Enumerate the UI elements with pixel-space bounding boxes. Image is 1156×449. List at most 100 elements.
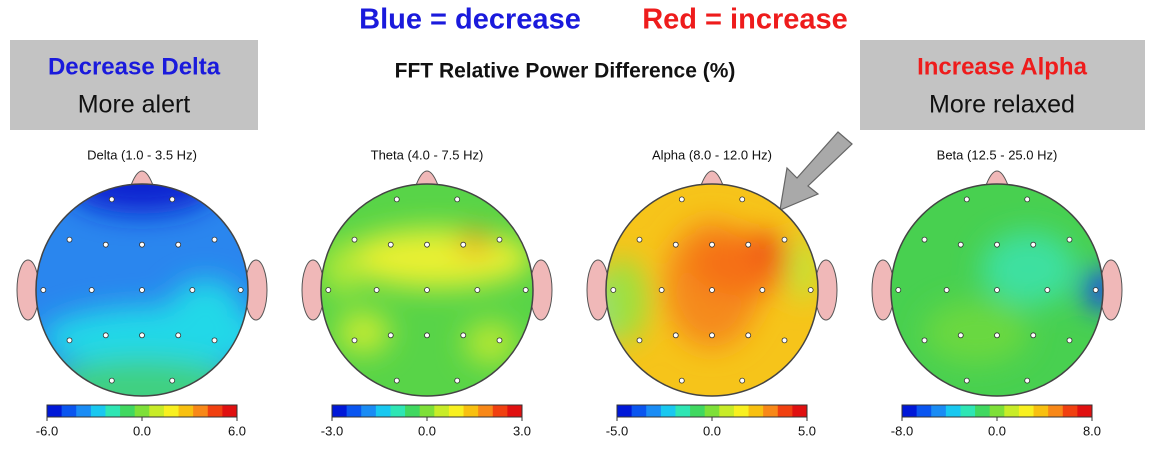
electrode (709, 287, 715, 293)
electrode (460, 241, 467, 248)
electrode (1044, 287, 1051, 293)
subtitle: FFT Relative Power Difference (%) (395, 60, 736, 83)
electrode (1066, 337, 1073, 344)
colorbar-cell (748, 405, 764, 417)
electrode (139, 241, 145, 248)
map-blob (321, 242, 364, 296)
electrode (66, 337, 73, 344)
colorbar-cell (361, 405, 377, 417)
colorbar-cell (507, 405, 523, 417)
electrode (454, 196, 461, 203)
electrode (658, 287, 665, 293)
map-blob (36, 358, 248, 396)
box-title: Increase Alpha (917, 53, 1088, 80)
map-blob (922, 300, 1029, 365)
map-surface (606, 184, 818, 396)
colorbar-cell (222, 405, 238, 417)
electrode (40, 287, 47, 293)
colorbar-tick-label: 0.0 (703, 423, 721, 438)
electrode (424, 287, 430, 293)
electrode (1024, 196, 1031, 203)
colorbar-tick-label: 0.0 (418, 423, 436, 438)
electrode (678, 377, 685, 384)
colorbar-cell (434, 405, 450, 417)
colorbar-cell (1048, 405, 1064, 417)
electrode (957, 332, 964, 339)
electrode (672, 332, 679, 339)
colorbar-cell (76, 405, 92, 417)
electrode (895, 287, 902, 293)
colorbar-tick-label: -6.0 (36, 423, 58, 438)
electrode (636, 236, 643, 243)
colorbar-tick-label: 6.0 (228, 423, 246, 438)
electrode (1030, 332, 1037, 339)
electrode (994, 241, 1000, 248)
electrode (88, 287, 95, 293)
electrode (709, 241, 715, 248)
colorbar-cell (1077, 405, 1093, 417)
electrode (1092, 287, 1099, 293)
map-blob (464, 321, 518, 365)
colorbar-cell (405, 405, 421, 417)
colorbar-cell (777, 405, 793, 417)
colorbar-cell (163, 405, 180, 417)
electrode (678, 196, 685, 203)
map-blobs (606, 221, 818, 349)
map-label: Beta (12.5 - 25.0 Hz) (937, 147, 1058, 162)
colorbar-cell (47, 405, 63, 417)
colorbar-cell (960, 405, 976, 417)
colorbar-tick-label: -8.0 (891, 423, 913, 438)
electrode (108, 196, 115, 203)
map-surface (891, 184, 1103, 396)
map-blob (168, 279, 243, 344)
electrode (211, 236, 218, 243)
colorbar-cell (332, 405, 348, 417)
electrode (387, 241, 394, 248)
colorbar-cell (346, 405, 362, 417)
electrode (424, 241, 430, 248)
colorbar-cell (61, 405, 77, 417)
colorbar-cell (134, 405, 150, 417)
colorbar-cell (631, 405, 647, 417)
electrode (351, 236, 358, 243)
colorbar-cell (704, 405, 720, 417)
colorbar-tick-label: 0.0 (133, 423, 151, 438)
electrode (921, 236, 928, 243)
colorbar-tick-label: -5.0 (606, 423, 628, 438)
map-blob (757, 234, 784, 261)
electrode (636, 337, 643, 344)
electrode (460, 332, 467, 339)
electrode (393, 196, 400, 203)
electrode (373, 287, 380, 293)
box-text: More alert (78, 91, 191, 119)
right-box (860, 40, 1145, 130)
colorbar-cell (492, 405, 508, 417)
map-label: Theta (4.0 - 7.5 Hz) (371, 147, 484, 162)
electrode (496, 236, 503, 243)
electrode (522, 287, 529, 293)
colorbar-cell (478, 405, 494, 417)
head-outline (35, 183, 249, 397)
electrode (169, 196, 176, 203)
electrode (102, 332, 109, 339)
electrode (175, 332, 182, 339)
electrode (454, 377, 461, 384)
colorbar-cell (792, 405, 808, 417)
electrode (943, 287, 950, 293)
head-outline (320, 183, 534, 397)
electrode (102, 241, 109, 248)
colorbar-cell (763, 405, 779, 417)
colorbar-cell (690, 405, 706, 417)
electrode (189, 287, 196, 293)
electrode (672, 241, 679, 248)
colorbar-cell (989, 405, 1005, 417)
colorbar-cell (733, 405, 750, 417)
colorbar-cell (902, 405, 918, 417)
map-blob (458, 229, 491, 256)
electrode (351, 337, 358, 344)
colorbar-tick-label: 3.0 (513, 423, 531, 438)
map-blob (336, 311, 390, 354)
colorbar-cell (646, 405, 662, 417)
electrode (994, 287, 1000, 293)
